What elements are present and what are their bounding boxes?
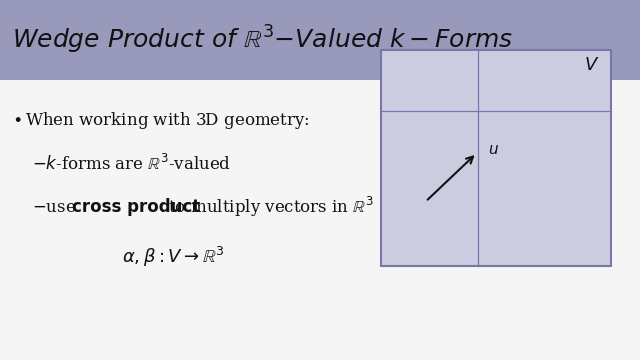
Bar <box>0 0 640 80</box>
Bar <box>381 50 611 266</box>
Text: cross product: cross product <box>72 198 200 216</box>
Text: $V$: $V$ <box>584 56 600 74</box>
Text: $\it{Wedge\ Product\ of}$ $\mathbb{R}^3$$\it{-Valued\ k-Forms}$: $\it{Wedge\ Product\ of}$ $\mathbb{R}^3$… <box>12 24 513 57</box>
Text: $\alpha, \beta : V \rightarrow \mathbb{R}^3$: $\alpha, \beta : V \rightarrow \mathbb{R… <box>122 246 224 269</box>
Text: $-k$-forms are $\mathbb{R}^3$-valued: $-k$-forms are $\mathbb{R}^3$-valued <box>32 154 231 174</box>
Text: to multiply vectors in $\mathbb{R}^3$: to multiply vectors in $\mathbb{R}^3$ <box>163 195 373 219</box>
Text: $-$use: $-$use <box>32 198 77 216</box>
Text: $u$: $u$ <box>488 144 499 157</box>
Text: $\bullet\,$When working with 3D geometry:: $\bullet\,$When working with 3D geometry… <box>12 110 309 131</box>
